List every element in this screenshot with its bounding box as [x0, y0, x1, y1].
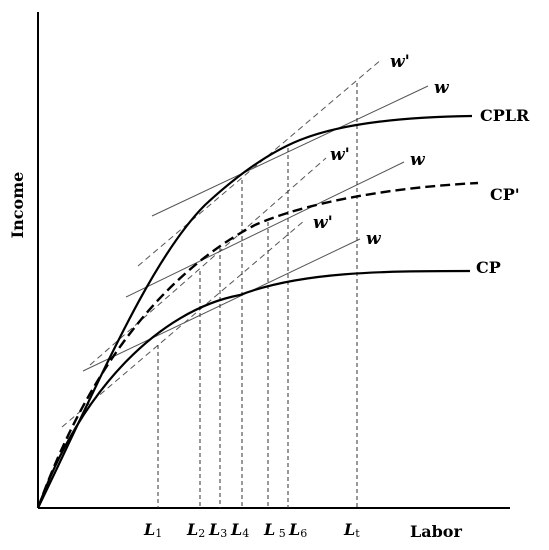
tick-label-l1: L1 — [143, 520, 162, 540]
tangent-w-prime-top — [137, 58, 383, 267]
curve-label-cp-prime: CP' — [490, 185, 520, 204]
tangent-w-top — [151, 85, 429, 217]
tick-label-l4: L4 — [230, 520, 249, 540]
tangent-label-w-low: w — [366, 229, 382, 249]
tick-label-l2: L2 — [186, 520, 205, 540]
y-axis-title: Income — [8, 172, 27, 239]
tick-label-l3: L3 — [208, 520, 227, 540]
curve-label-cp: CP — [476, 258, 501, 277]
tangent-w-prime-low — [61, 219, 306, 428]
tangent-label-w-prime-top: w' — [390, 52, 410, 72]
tangent-label-w-prime-low: w' — [313, 213, 333, 233]
curve-cplr — [37, 114, 473, 509]
tangent-w-low — [82, 238, 361, 372]
curve-cp — [36, 269, 471, 509]
tick-label-l6: L6 — [288, 520, 307, 540]
tangent-label-w-prime-mid: w' — [330, 145, 350, 165]
tick-label-l5: L 5 — [263, 520, 286, 540]
tangent-w-prime-mid — [89, 157, 327, 366]
x-axis-title: Labor — [410, 522, 462, 541]
curve-cp-prime — [36, 181, 479, 509]
tangent-label-w-mid: w — [410, 150, 426, 170]
curve-label-cplr: CPLR — [480, 106, 530, 125]
tangent-label-w-top: w — [434, 78, 450, 98]
tick-label-lt: Lt — [343, 520, 360, 540]
tangent-w-mid — [125, 161, 405, 298]
